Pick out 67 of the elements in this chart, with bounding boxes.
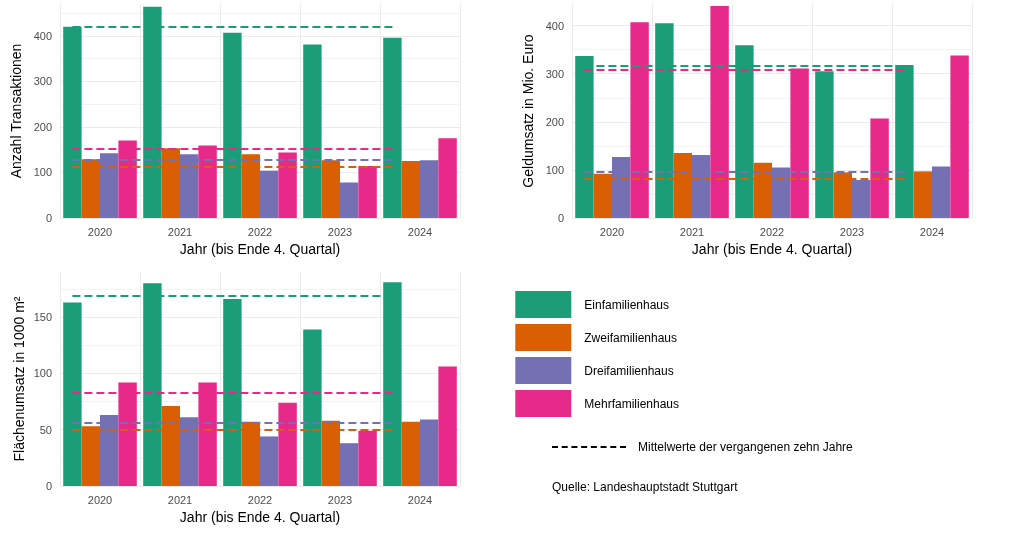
source-note: Quelle: Landeshauptstadt Stuttgart — [552, 480, 738, 494]
text: Mittelwerte der vergangenen zehn Jahre — [638, 440, 853, 454]
bar — [870, 118, 889, 218]
bar — [950, 55, 969, 218]
x-tick-label: 2020 — [87, 493, 113, 506]
x-axis-title: Jahr (bis Ende 4. Quartal) — [179, 241, 341, 257]
y-tick-label: 100 — [33, 367, 52, 380]
x-tick-label: 2024 — [919, 225, 945, 238]
y-tick-label: 0 — [45, 212, 52, 224]
bar — [358, 166, 377, 218]
legend-label: Mehrfamilienhaus — [584, 396, 680, 411]
x-tick-label: 2021 — [679, 225, 705, 238]
x-tick-label: 2021 — [167, 493, 193, 506]
y-tick-label: 400 — [33, 29, 52, 42]
x-tick-label: 2024 — [407, 493, 433, 506]
x-tick-label: 2022 — [247, 225, 273, 238]
bar — [852, 180, 871, 218]
bar — [303, 329, 322, 486]
y-tick-label: 200 — [33, 120, 52, 133]
bar — [383, 37, 402, 218]
bar — [401, 421, 420, 486]
y-tick-label: 0 — [45, 480, 52, 492]
bar — [913, 171, 932, 218]
bar — [223, 299, 242, 486]
x-tick-label: 2023 — [839, 225, 865, 238]
bar — [278, 152, 297, 218]
bar — [340, 182, 359, 218]
y-tick-label: 100 — [545, 163, 564, 176]
bar — [303, 44, 322, 218]
bar — [438, 366, 457, 486]
bar — [223, 32, 242, 218]
y-tick-label: 150 — [33, 311, 52, 324]
x-tick-label: 2022 — [247, 493, 273, 506]
bar — [420, 160, 439, 218]
x-tick-label: 2023 — [327, 225, 353, 238]
y-tick-label: 300 — [545, 67, 564, 80]
x-tick-label: 2020 — [87, 225, 113, 238]
y-tick-label: 300 — [33, 75, 52, 88]
y-tick-label: 100 — [33, 166, 52, 179]
bar — [815, 71, 834, 218]
x-tick-label: 2020 — [599, 225, 625, 238]
bar — [278, 402, 297, 486]
x-axis-title: Jahr (bis Ende 4. Quartal) — [691, 241, 853, 257]
bar — [63, 302, 82, 486]
bar — [420, 419, 439, 486]
legend-label: Zweifamilienhaus — [584, 330, 678, 345]
x-tick-label: 2023 — [327, 493, 353, 506]
y-tick-label: 200 — [545, 115, 564, 128]
x-axis-title: Jahr (bis Ende 4. Quartal) — [179, 509, 341, 525]
bar — [438, 138, 457, 218]
y-axis-title: Geldumsatz in Mio. Euro — [519, 34, 536, 188]
bar — [358, 430, 377, 486]
bar — [260, 436, 279, 486]
y-axis-title: Flächenumsatz in 1000 m² — [11, 296, 27, 462]
y-axis-title: Anzahl Transaktionen — [7, 43, 24, 179]
legend-label: Einfamilienhaus — [584, 297, 670, 312]
x-tick-label: 2022 — [759, 225, 785, 238]
bar — [260, 170, 279, 218]
y-tick-label: 400 — [545, 19, 564, 32]
bar — [932, 166, 951, 218]
x-tick-label: 2021 — [167, 225, 193, 238]
bar — [401, 161, 420, 218]
legend-label: Dreifamilienhaus — [584, 363, 674, 378]
y-tick-label: 50 — [39, 423, 52, 436]
y-tick-label: 0 — [557, 212, 564, 224]
x-tick-label: 2024 — [407, 225, 433, 238]
bar — [340, 443, 359, 486]
